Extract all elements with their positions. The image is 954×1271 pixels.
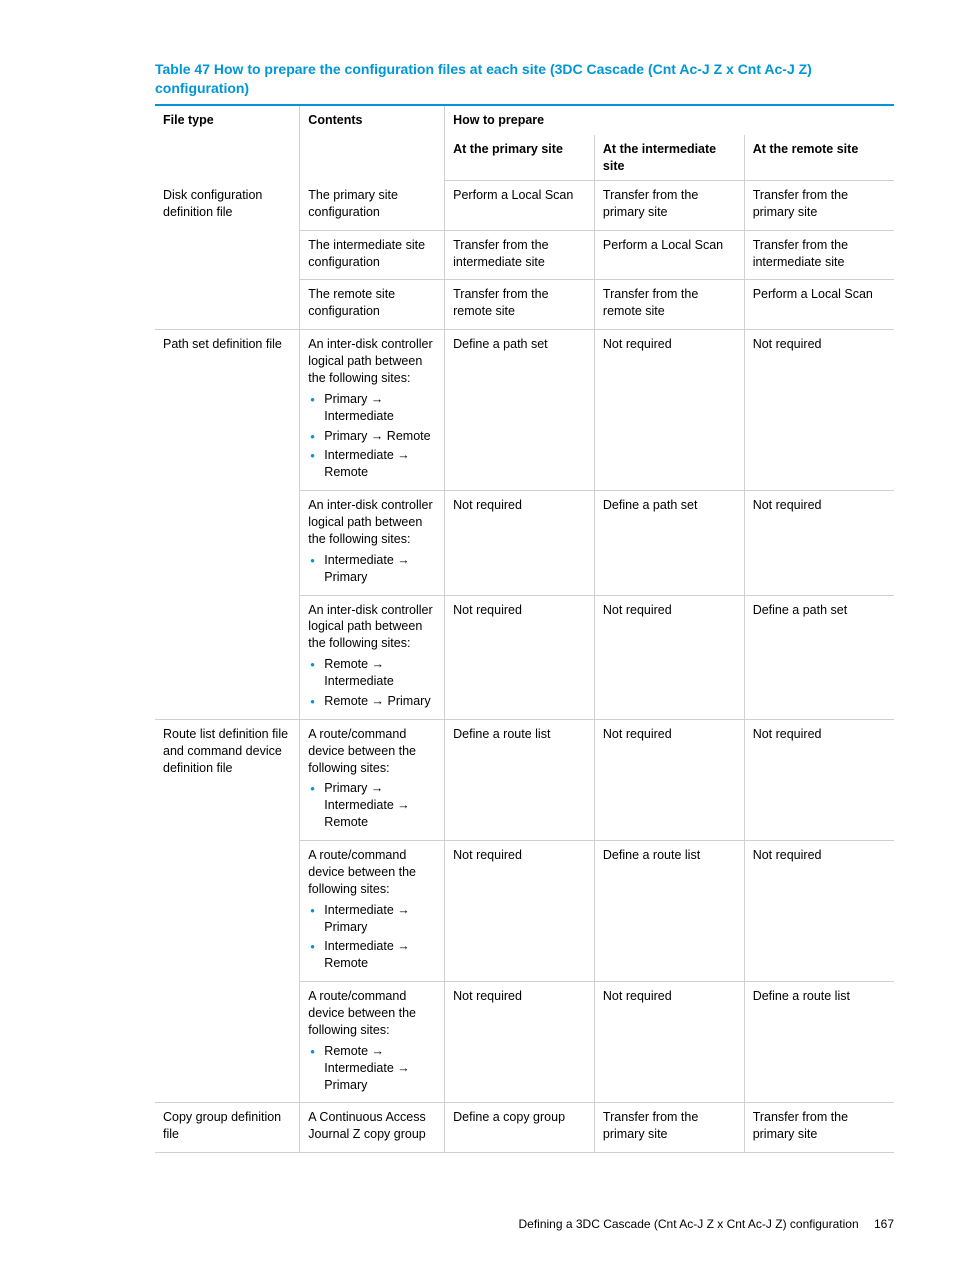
cell-primary: Not required — [445, 841, 595, 982]
footer-text: Defining a 3DC Cascade (Cnt Ac-J Z x Cnt… — [518, 1217, 858, 1231]
col-file-type: File type — [155, 105, 300, 181]
cell-file-type: Disk configuration definition file — [155, 181, 300, 330]
col-how-to-prepare: How to prepare — [445, 105, 894, 135]
cell-contents-text: A route/command device between the follo… — [308, 847, 436, 898]
cell-contents-text: An inter-disk controller logical path be… — [308, 497, 436, 548]
col-remote: At the remote site — [744, 135, 894, 181]
cell-remote: Transfer from the primary site — [744, 1103, 894, 1153]
cell-contents-text: A route/command device between the follo… — [308, 726, 436, 777]
cell-primary: Not required — [445, 491, 595, 595]
cell-contents-text: The intermediate site configuration — [308, 237, 436, 271]
col-contents: Contents — [300, 105, 445, 181]
table-body: Disk configuration definition fileThe pr… — [155, 181, 894, 1153]
cell-contents: An inter-disk controller logical path be… — [300, 595, 445, 719]
cell-remote: Not required — [744, 841, 894, 982]
cell-primary: Not required — [445, 982, 595, 1103]
page: Table 47 How to prepare the configuratio… — [0, 0, 954, 1271]
cell-contents: The intermediate site configuration — [300, 230, 445, 280]
table-head: File type Contents How to prepare At the… — [155, 105, 894, 181]
cell-contents-list: Intermediate → PrimaryIntermediate → Rem… — [308, 902, 436, 973]
cell-contents-text: A Continuous Access Journal Z copy group — [308, 1109, 436, 1143]
table-row: Copy group definition fileA Continuous A… — [155, 1103, 894, 1153]
cell-primary: Define a path set — [445, 330, 595, 491]
list-item: Intermediate → Remote — [324, 447, 436, 481]
cell-primary: Perform a Local Scan — [445, 181, 595, 230]
cell-contents: A route/command device between the follo… — [300, 841, 445, 982]
col-primary: At the primary site — [445, 135, 595, 181]
cell-contents-list: Primary → Intermediate → Remote — [308, 780, 436, 831]
table-row: Disk configuration definition fileThe pr… — [155, 181, 894, 230]
cell-intermediate: Transfer from the primary site — [594, 1103, 744, 1153]
cell-contents-list: Intermediate → Primary — [308, 552, 436, 586]
col-intermediate: At the intermediate site — [594, 135, 744, 181]
cell-contents-text: An inter-disk controller logical path be… — [308, 336, 436, 387]
cell-contents-text: The primary site configuration — [308, 187, 436, 221]
cell-intermediate: Perform a Local Scan — [594, 230, 744, 280]
list-item: Primary → Remote — [324, 428, 436, 445]
cell-file-type: Path set definition file — [155, 330, 300, 720]
cell-intermediate: Define a route list — [594, 841, 744, 982]
cell-intermediate: Not required — [594, 719, 744, 840]
cell-intermediate: Transfer from the remote site — [594, 280, 744, 330]
list-item: Intermediate → Primary — [324, 552, 436, 586]
cell-contents: An inter-disk controller logical path be… — [300, 491, 445, 595]
list-item: Remote → Primary — [324, 693, 436, 710]
cell-contents: A Continuous Access Journal Z copy group — [300, 1103, 445, 1153]
list-item: Remote → Intermediate — [324, 656, 436, 690]
cell-primary: Not required — [445, 595, 595, 719]
cell-contents: The primary site configuration — [300, 181, 445, 230]
cell-remote: Not required — [744, 719, 894, 840]
cell-contents-list: Remote → Intermediate Remote → Primary — [308, 656, 436, 710]
cell-intermediate: Not required — [594, 982, 744, 1103]
list-item: Primary → Intermediate — [324, 391, 436, 425]
list-item: Intermediate → Primary — [324, 902, 436, 936]
config-table: File type Contents How to prepare At the… — [155, 104, 894, 1153]
cell-intermediate: Not required — [594, 595, 744, 719]
cell-primary: Define a route list — [445, 719, 595, 840]
list-item: Intermediate → Remote — [324, 938, 436, 972]
cell-remote: Not required — [744, 491, 894, 595]
header-row-1: File type Contents How to prepare — [155, 105, 894, 135]
cell-file-type: Copy group definition file — [155, 1103, 300, 1153]
cell-contents: A route/command device between the follo… — [300, 982, 445, 1103]
cell-file-type: Route list definition file and command d… — [155, 719, 300, 1103]
cell-intermediate: Not required — [594, 330, 744, 491]
cell-contents-text: The remote site configuration — [308, 286, 436, 320]
table-row: Path set definition fileAn inter-disk co… — [155, 330, 894, 491]
cell-remote: Define a route list — [744, 982, 894, 1103]
cell-intermediate: Transfer from the primary site — [594, 181, 744, 230]
cell-contents-text: A route/command device between the follo… — [308, 988, 436, 1039]
cell-contents-text: An inter-disk controller logical path be… — [308, 602, 436, 653]
cell-primary: Define a copy group — [445, 1103, 595, 1153]
page-number: 167 — [874, 1217, 894, 1231]
cell-contents: An inter-disk controller logical path be… — [300, 330, 445, 491]
list-item: Primary → Intermediate → Remote — [324, 780, 436, 831]
cell-intermediate: Define a path set — [594, 491, 744, 595]
cell-remote: Perform a Local Scan — [744, 280, 894, 330]
cell-primary: Transfer from the remote site — [445, 280, 595, 330]
list-item: Remote → Intermediate → Primary — [324, 1043, 436, 1094]
page-footer: Defining a 3DC Cascade (Cnt Ac-J Z x Cnt… — [518, 1217, 894, 1231]
cell-remote: Transfer from the primary site — [744, 181, 894, 230]
cell-contents: A route/command device between the follo… — [300, 719, 445, 840]
table-row: Route list definition file and command d… — [155, 719, 894, 840]
cell-remote: Define a path set — [744, 595, 894, 719]
table-caption: Table 47 How to prepare the configuratio… — [155, 60, 894, 98]
cell-primary: Transfer from the intermediate site — [445, 230, 595, 280]
cell-remote: Transfer from the intermediate site — [744, 230, 894, 280]
cell-contents-list: Remote → Intermediate → Primary — [308, 1043, 436, 1094]
cell-contents-list: Primary → Intermediate Primary → Remote In… — [308, 391, 436, 481]
cell-remote: Not required — [744, 330, 894, 491]
cell-contents: The remote site configuration — [300, 280, 445, 330]
